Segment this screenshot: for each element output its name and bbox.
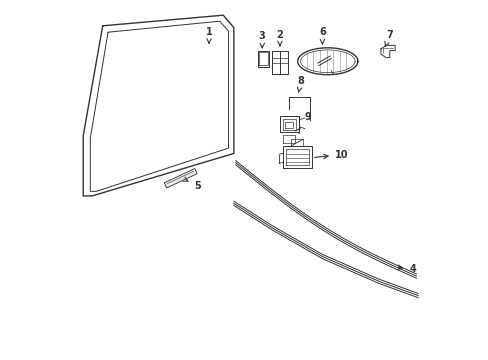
Text: 6: 6 (319, 27, 325, 44)
Text: 1: 1 (205, 27, 212, 43)
Text: 4: 4 (397, 264, 415, 274)
Text: 9: 9 (295, 112, 310, 134)
Text: 2: 2 (276, 30, 283, 46)
Polygon shape (164, 168, 197, 188)
Text: 10: 10 (314, 150, 347, 160)
Text: 7: 7 (384, 30, 392, 46)
Text: 3: 3 (258, 31, 265, 48)
Text: 8: 8 (297, 76, 304, 92)
Text: 5: 5 (183, 177, 201, 191)
